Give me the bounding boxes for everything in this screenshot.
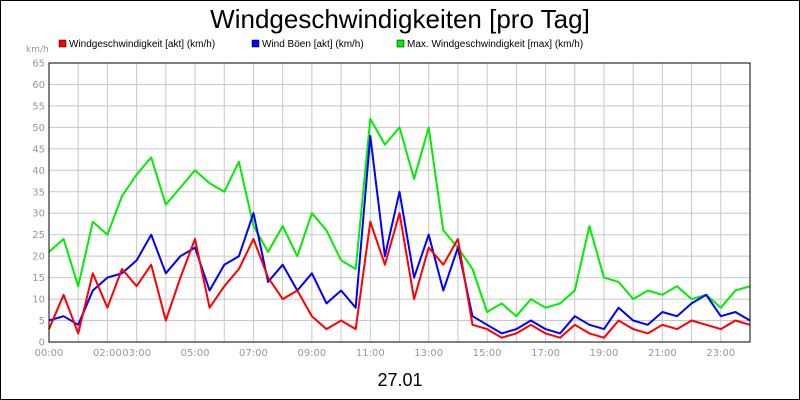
y-tick-label: 25	[32, 230, 45, 241]
series-line-2	[48, 117, 751, 318]
date-label: 27.01	[377, 370, 422, 390]
y-tick-label: 35	[32, 187, 45, 198]
legend-swatch-2	[396, 39, 405, 48]
y-tick-label: 30	[32, 209, 45, 220]
series-line-1	[48, 135, 751, 335]
plot-area	[48, 117, 751, 339]
x-tick-label: 09:00	[297, 348, 326, 359]
y-axis-ticks: 0 5 10 15 20 25 30 35 40 45 50 55 60 65	[32, 59, 45, 349]
x-tick-label: 07:00	[239, 348, 268, 359]
legend-swatch-1	[251, 39, 260, 48]
legend-swatch-0	[58, 39, 67, 48]
plot-border	[48, 62, 751, 343]
x-tick-label: 00:00	[35, 348, 64, 359]
x-tick-label: 15:00	[473, 348, 502, 359]
x-tick-label: 11:00	[356, 348, 385, 359]
y-tick-label: 10	[32, 295, 45, 306]
y-tick-label: 50	[32, 123, 45, 134]
x-tick-label: 17:00	[531, 348, 560, 359]
x-tick-label: 19:00	[590, 348, 619, 359]
y-tick-label: 65	[32, 59, 45, 70]
y-tick-label: 0	[39, 338, 45, 349]
x-tick-label: 02:00	[93, 348, 122, 359]
legend-label-1: Wind Böen [akt] (km/h)	[262, 39, 364, 50]
y-axis-unit-label: km/h	[26, 45, 49, 55]
y-tick-label: 40	[32, 166, 45, 177]
legend-label-0: Windgeschwindigkeit [akt] (km/h)	[69, 39, 215, 50]
y-tick-label: 15	[32, 273, 45, 284]
y-tick-label: 20	[32, 252, 45, 263]
legend-label-2: Max. Windgeschwindigkeit [max] (km/h)	[407, 39, 583, 50]
chart-title: Windgeschwindigkeiten [pro Tag]	[210, 4, 590, 34]
y-tick-label: 5	[39, 316, 45, 327]
x-tick-label: 03:00	[122, 348, 151, 359]
x-tick-label: 21:00	[648, 348, 677, 359]
grid	[49, 62, 750, 343]
x-axis-ticks: 00:00 02:00 03:00 05:00 07:00 09:00 11:00 13:00…	[35, 348, 736, 359]
x-tick-label: 23:00	[706, 348, 735, 359]
y-tick-label: 45	[32, 144, 45, 155]
series-line-0	[48, 212, 751, 339]
x-tick-label: 13:00	[414, 348, 443, 359]
y-tick-label: 60	[32, 80, 45, 91]
y-tick-label: 55	[32, 101, 45, 112]
x-tick-label: 05:00	[181, 348, 210, 359]
legend: Windgeschwindigkeit [akt] (km/h) Wind Böe…	[58, 39, 583, 50]
